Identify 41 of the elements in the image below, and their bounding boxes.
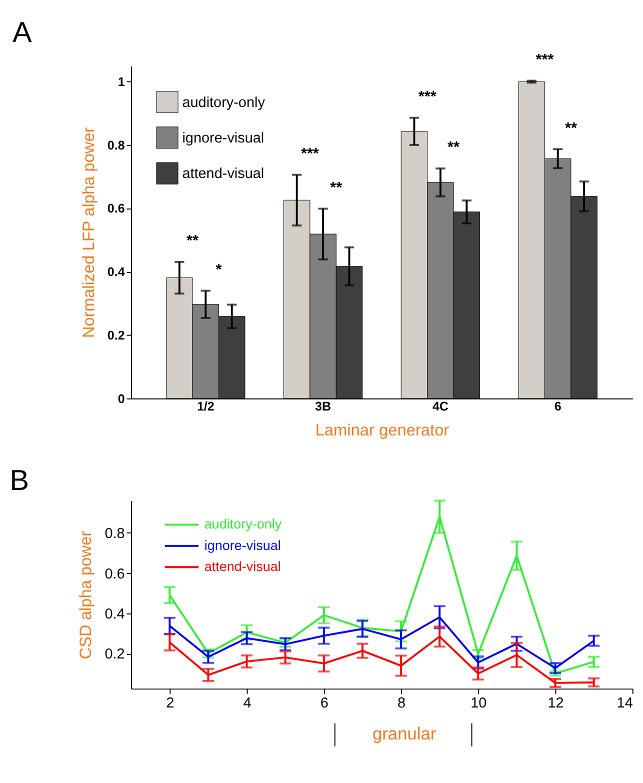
x-tick-label: 4 xyxy=(243,695,252,712)
legend-label: attend-visual xyxy=(204,558,281,574)
x-tick-label: 10 xyxy=(470,695,487,712)
legend-label: ignore-visual xyxy=(182,130,264,146)
x-tick-label: 8 xyxy=(397,695,406,712)
legend-label: auditory-only xyxy=(182,94,266,111)
legend-label: attend-visual xyxy=(182,166,264,182)
y-tick-label: 0.2 xyxy=(107,328,125,342)
y-axis-title: CSD alpha power xyxy=(77,530,96,660)
y-tick-label: 0 xyxy=(118,392,125,406)
y-tick-label: 0.8 xyxy=(107,138,125,152)
y-tick-label: 1 xyxy=(118,75,125,90)
chart-title: B xyxy=(10,465,30,498)
y-tick-label: 0.2 xyxy=(104,646,125,663)
x-tick-label: 3B xyxy=(315,399,332,414)
y-tick-label: 0.8 xyxy=(104,526,125,542)
x-tick-label: 2 xyxy=(166,695,174,712)
annotation: ** xyxy=(564,120,577,137)
annotation: ** xyxy=(448,139,460,156)
x-tick-label: 6 xyxy=(554,399,562,414)
text: granular xyxy=(372,724,436,744)
legend-label: ignore-visual xyxy=(204,538,281,553)
annotation: *** xyxy=(300,145,319,162)
x-tick-label: 14 xyxy=(616,695,633,712)
y-axis-title: Normalized LFP alpha power xyxy=(80,126,98,338)
y-tick-label: 0.6 xyxy=(104,566,125,582)
x-tick-label: 1/2 xyxy=(196,399,214,414)
annotation: *** xyxy=(418,88,436,106)
annotation: ** xyxy=(330,179,342,196)
x-tick-label: 4C xyxy=(432,399,448,414)
annotation: ** xyxy=(186,232,199,250)
x-tick-label: 6 xyxy=(320,695,328,712)
y-tick-label: 0.4 xyxy=(104,606,125,622)
chart-title: A xyxy=(12,17,32,50)
annotation: * xyxy=(216,261,222,278)
x-tick-label: 12 xyxy=(548,695,564,712)
y-tick-label: 0.6 xyxy=(107,202,125,216)
annotation: *** xyxy=(536,51,554,68)
x-axis-title: Laminar generator xyxy=(315,422,450,440)
legend-label: auditory-only xyxy=(204,516,282,532)
y-tick-label: 0.4 xyxy=(107,265,125,280)
